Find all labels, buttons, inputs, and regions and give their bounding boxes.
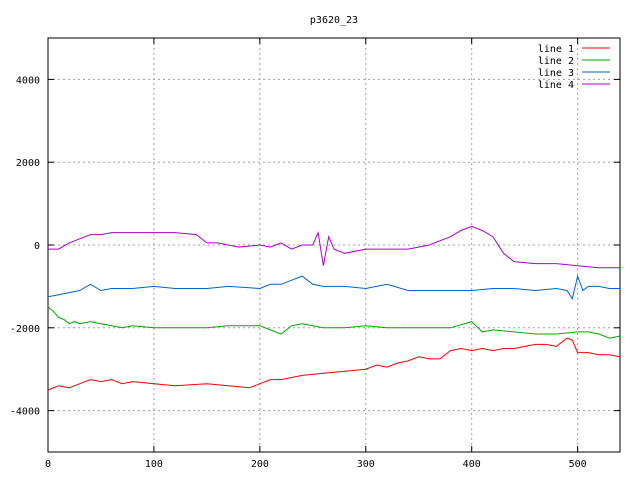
legend-label-2: line 2 (538, 56, 574, 67)
y-tick-label: -2000 (10, 324, 40, 335)
legend-label-4: line 4 (538, 80, 574, 91)
series-line-1 (47, 337, 621, 391)
x-tick-label: 200 (251, 459, 269, 470)
chart-title: p3620_23 (310, 15, 358, 26)
x-tick-label: 100 (145, 459, 163, 470)
series (47, 225, 621, 391)
series-line-4 (48, 225, 620, 269)
series-line-2 (47, 306, 621, 339)
legend-label-3: line 3 (538, 68, 574, 79)
grid (48, 38, 620, 452)
x-tick-label: 500 (569, 459, 587, 470)
series-line-3 (47, 274, 620, 301)
x-tick-label: 300 (357, 459, 375, 470)
legend-label-1: line 1 (538, 44, 574, 55)
y-tick-label: 0 (34, 241, 40, 252)
y-tick-label: 4000 (16, 75, 40, 86)
axes: 0 100 200 300 400 500 -4000 -2000 0 2000 4000 (10, 38, 620, 470)
y-tick-label: -4000 (10, 407, 40, 418)
x-tick-label: 400 (463, 459, 481, 470)
y-tick-label: 2000 (16, 158, 40, 169)
x-tick-label: 0 (45, 459, 51, 470)
